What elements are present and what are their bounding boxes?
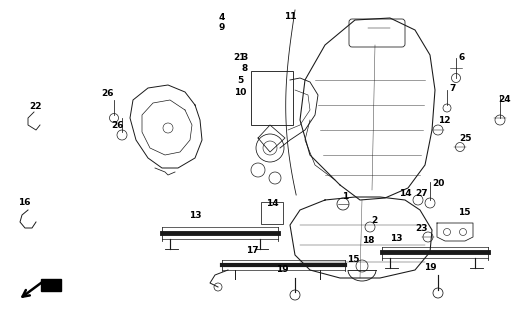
Text: 26: 26	[102, 89, 114, 98]
Text: 6: 6	[459, 52, 465, 61]
Text: 15: 15	[347, 255, 359, 265]
Text: 16: 16	[18, 197, 31, 206]
Text: 14: 14	[399, 188, 411, 197]
Text: 18: 18	[362, 236, 375, 244]
Text: 3: 3	[242, 52, 248, 61]
Text: 4: 4	[219, 12, 225, 21]
Text: 20: 20	[432, 179, 444, 188]
Text: 22: 22	[30, 101, 42, 110]
Text: 26: 26	[112, 121, 124, 130]
Text: 13: 13	[390, 234, 402, 243]
Text: 15: 15	[458, 207, 470, 217]
Text: 24: 24	[499, 94, 511, 103]
Text: 7: 7	[450, 84, 456, 92]
Text: 12: 12	[438, 116, 450, 124]
Text: 8: 8	[242, 63, 248, 73]
Text: 2: 2	[371, 215, 377, 225]
Text: 11: 11	[284, 12, 296, 20]
Text: 17: 17	[246, 245, 258, 254]
Text: 5: 5	[237, 76, 243, 84]
Text: 21: 21	[234, 52, 246, 61]
Text: 13: 13	[189, 211, 201, 220]
Text: 25: 25	[460, 133, 472, 142]
Text: 1: 1	[342, 191, 348, 201]
Text: 23: 23	[416, 223, 428, 233]
Text: 19: 19	[423, 263, 436, 273]
Text: 14: 14	[266, 198, 278, 207]
Text: FR.: FR.	[42, 280, 60, 290]
Text: 27: 27	[416, 188, 428, 197]
Text: 10: 10	[234, 87, 246, 97]
Text: 9: 9	[219, 22, 225, 31]
Text: 19: 19	[276, 266, 288, 275]
